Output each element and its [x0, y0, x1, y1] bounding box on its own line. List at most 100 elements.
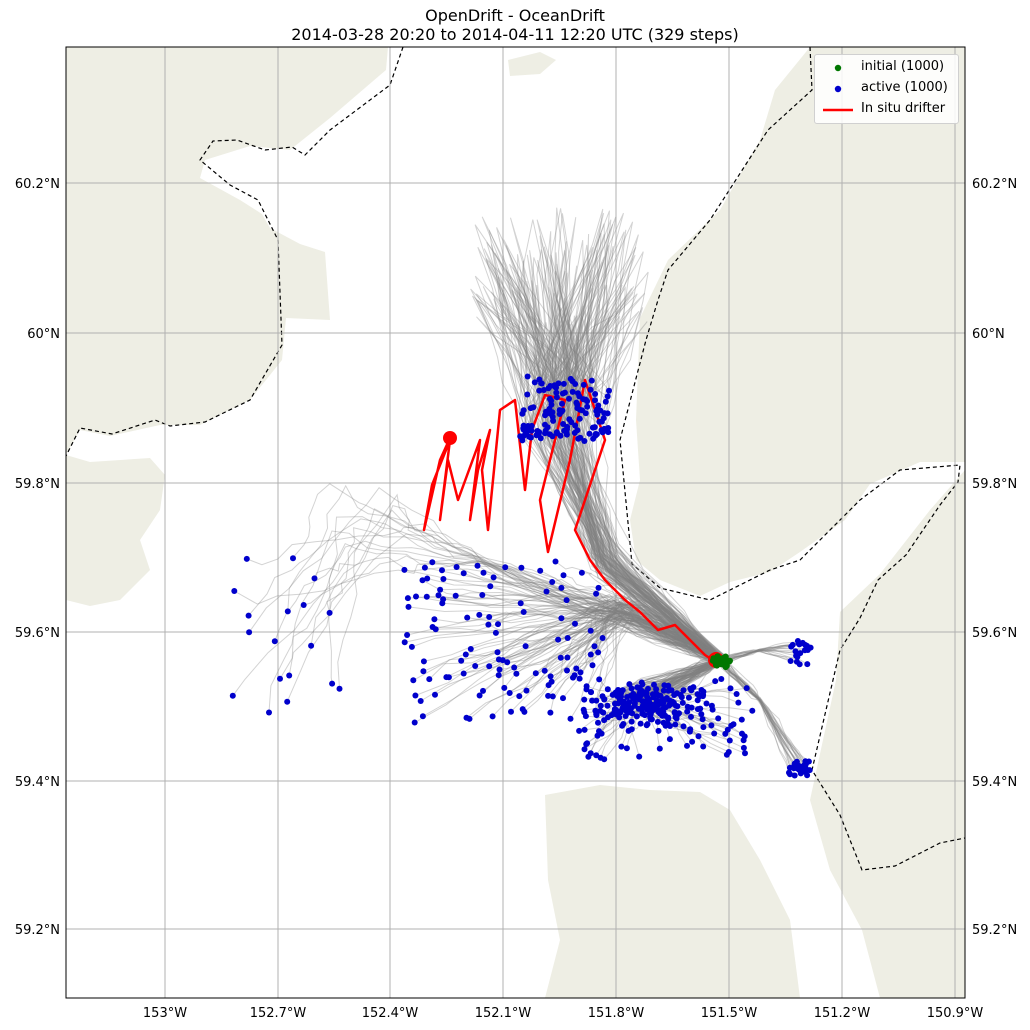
trajectory-west: [595, 614, 719, 701]
trajectory-far-west: [232, 493, 719, 697]
trajectory-north: [523, 280, 717, 661]
active-particle: [792, 648, 799, 655]
trajectory-southeast: [720, 663, 806, 772]
trajectory-north: [509, 263, 726, 657]
land-north-islet: [508, 52, 556, 76]
trajectory-west: [581, 572, 722, 663]
active-particle: [546, 431, 553, 438]
active-particle: [680, 723, 687, 730]
active-particle: [787, 658, 794, 664]
active-particle: [404, 595, 411, 602]
active-particle: [431, 616, 438, 623]
active-particle: [492, 629, 499, 636]
trajectory-east: [718, 642, 803, 664]
trajectory-east: [721, 645, 792, 665]
active-particle: [547, 383, 554, 389]
active-particle: [576, 415, 583, 422]
active-particle: [419, 577, 426, 584]
active-particle: [458, 657, 465, 664]
active-particle: [243, 555, 250, 562]
lat-tick-label-right: 60.2°N: [972, 177, 1017, 192]
active-particle: [645, 685, 651, 692]
active-particle: [580, 381, 587, 388]
active-particle: [689, 738, 696, 745]
trajectory-west: [420, 612, 720, 702]
active-particle: [557, 654, 564, 661]
lat-tick-label-right: 59.8°N: [972, 477, 1017, 492]
trajectory-north: [538, 292, 719, 660]
active-particle: [629, 710, 636, 717]
lat-tick-label-left: 59.4°N: [15, 775, 60, 790]
trajectory-west: [568, 593, 719, 658]
active-particle: [742, 750, 748, 757]
active-particle: [727, 685, 734, 692]
active-particle: [594, 411, 601, 418]
active-particle: [591, 424, 598, 431]
trajectory-south: [644, 662, 723, 701]
trajectory-west: [422, 579, 721, 658]
trajectory-north: [536, 219, 718, 662]
land-northwest: [66, 47, 388, 455]
active-particle: [527, 434, 534, 441]
legend-item-initial: initial (1000): [815, 58, 958, 78]
trajectory-west: [441, 568, 721, 661]
trajectory-west: [597, 595, 718, 662]
trajectory-south: [623, 657, 742, 721]
active-particle: [523, 687, 530, 694]
trajectory-southeast: [717, 656, 802, 768]
active-particle: [620, 721, 627, 727]
active-particle: [576, 393, 583, 400]
trajectory-west: [406, 601, 719, 658]
active-particle: [563, 597, 570, 604]
active-particle: [601, 696, 608, 703]
active-particle: [524, 373, 531, 380]
initial-particle: [714, 657, 721, 664]
trajectory-north: [510, 217, 720, 659]
trajectory-west: [590, 602, 720, 693]
active-particle: [530, 404, 537, 411]
active-particle: [593, 712, 600, 719]
trajectory-north: [529, 315, 722, 657]
border-west: [66, 47, 404, 457]
active-particle: [553, 394, 560, 401]
trajectory-west: [562, 607, 719, 699]
trajectory-far-west: [326, 527, 721, 659]
active-particle: [637, 720, 644, 727]
active-particle: [462, 651, 469, 658]
active-particle: [533, 432, 540, 439]
trajectory-north: [548, 293, 722, 660]
trajectory-north: [521, 272, 719, 661]
border-east: [619, 47, 965, 871]
active-particle: [598, 427, 605, 434]
active-particle: [597, 754, 604, 761]
active-particle: [311, 575, 318, 582]
trajectory-north: [472, 295, 723, 658]
grid-lines: [66, 47, 965, 998]
active-particle: [590, 435, 597, 442]
trajectory-east: [718, 643, 801, 662]
active-particle: [496, 666, 503, 673]
active-particle: [581, 696, 588, 703]
active-particle: [595, 649, 602, 656]
trajectory-north: [544, 306, 720, 656]
trajectory-west: [470, 612, 717, 663]
trajectory-west: [572, 612, 721, 678]
active-particle: [749, 707, 756, 714]
trajectory-far-west: [246, 526, 719, 657]
active-particle: [642, 698, 649, 705]
trajectory-north: [557, 321, 717, 660]
lat-tick-label-left: 59.6°N: [15, 626, 60, 641]
active-particle: [807, 644, 814, 651]
active-particle: [787, 771, 793, 778]
active-particle: [560, 572, 567, 579]
active-particle: [583, 683, 590, 690]
active-particle: [560, 695, 566, 702]
trajectory-north: [554, 207, 719, 666]
land-south-islands: [545, 785, 800, 998]
trajectory-west: [426, 595, 717, 657]
active-particle: [564, 635, 571, 641]
active-particle: [612, 700, 618, 707]
active-particle: [587, 627, 594, 634]
active-particle: [532, 670, 539, 677]
